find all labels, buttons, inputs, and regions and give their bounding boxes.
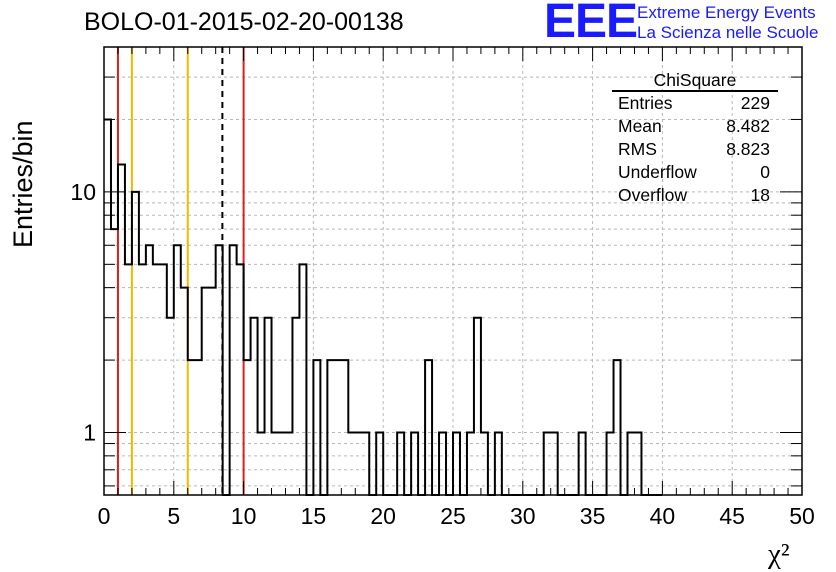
stats-value: 8.482 bbox=[726, 116, 770, 136]
stats-label: Mean bbox=[618, 116, 662, 136]
y-axis-label: Entries/bin bbox=[8, 120, 38, 248]
stats-value: 8.823 bbox=[726, 139, 770, 159]
stats-label: Underflow bbox=[618, 162, 697, 182]
stats-row-overflow: Overflow 18 bbox=[612, 184, 778, 207]
eee-logo: EEE Extreme Energy Events La Scienza nel… bbox=[540, 0, 836, 48]
axis-layer: 0 5 10 15 20 25 30 35 40 45 50 1 10 bbox=[70, 46, 815, 529]
x-tick-label: 15 bbox=[301, 503, 327, 529]
stats-box: ChiSquare Entries 229 Mean 8.482 RMS 8.8… bbox=[612, 70, 778, 207]
x-tick-label: 50 bbox=[789, 503, 815, 529]
y-tick-label: 10 bbox=[70, 179, 96, 205]
logo-line-2: La Scienza nelle Scuole bbox=[637, 23, 819, 42]
stats-row-mean: Mean 8.482 bbox=[612, 115, 778, 138]
x-tick-label: 25 bbox=[440, 503, 466, 529]
stats-value: 0 bbox=[760, 162, 770, 182]
stats-label: Overflow bbox=[618, 185, 688, 205]
x-tick-label: 35 bbox=[580, 503, 606, 529]
logo-line-1: Extreme Energy Events bbox=[637, 3, 816, 22]
x-tick-label: 45 bbox=[719, 503, 745, 529]
y-tick-label: 1 bbox=[83, 420, 96, 446]
chart-title: BOLO-01-2015-02-20-00138 bbox=[84, 8, 404, 36]
x-tick-label: 30 bbox=[510, 503, 536, 529]
x-tick-label: 0 bbox=[98, 503, 111, 529]
stats-label: Entries bbox=[618, 93, 673, 113]
stats-value: 229 bbox=[740, 93, 770, 113]
x-tick-label: 40 bbox=[650, 503, 676, 529]
x-tick-label: 20 bbox=[370, 503, 396, 529]
stats-value: 18 bbox=[750, 185, 770, 205]
x-tick-label: 5 bbox=[167, 503, 180, 529]
stats-row-entries: Entries 229 bbox=[612, 92, 778, 115]
x-axis-label: χ² bbox=[768, 538, 790, 570]
logo-mark: EEE bbox=[544, 0, 638, 48]
stats-title: ChiSquare bbox=[612, 70, 778, 92]
x-tick-label: 10 bbox=[231, 503, 257, 529]
stats-row-rms: RMS 8.823 bbox=[612, 138, 778, 161]
stats-label: RMS bbox=[618, 139, 657, 159]
stats-row-underflow: Underflow 0 bbox=[612, 161, 778, 184]
